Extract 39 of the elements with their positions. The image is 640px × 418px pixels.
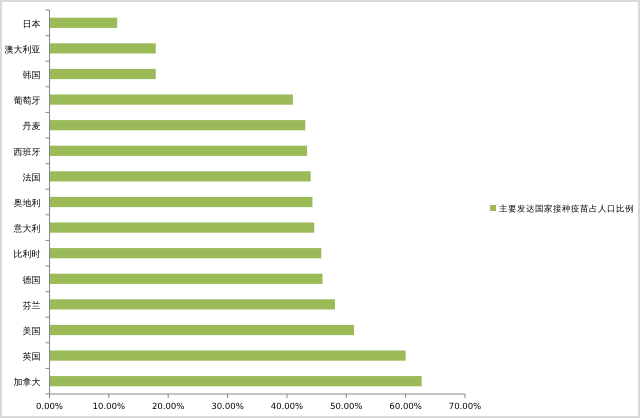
bar (50, 68, 156, 80)
bar (50, 43, 156, 54)
y-tick-label: 加拿大 (14, 377, 40, 388)
legend-label: 主要发达国家接种疫苗占人口比例 (499, 204, 634, 214)
bar (50, 248, 322, 258)
x-tick-label: 20.00% (152, 402, 184, 412)
y-tick-label: 美国 (22, 326, 40, 337)
y-tick-label: 法国 (22, 172, 40, 184)
x-tick-label: 10.00% (92, 402, 126, 412)
bar (50, 376, 422, 386)
y-tick-label: 丹麦 (22, 121, 40, 132)
y-tick-label: 奥地利 (14, 198, 40, 209)
y-tick-label: 澳大利亚 (4, 44, 40, 56)
y-tick-label: 意大利 (12, 224, 40, 235)
y-tick-label: 英国 (22, 352, 40, 363)
bar (50, 146, 308, 156)
x-tick-label: 0.00% (36, 402, 64, 412)
x-tick-label: 50.00% (330, 402, 362, 412)
x-tick-label: 30.00% (211, 402, 244, 412)
y-tick-label: 日本 (22, 18, 40, 30)
bar (50, 222, 314, 233)
bar (50, 350, 406, 361)
bar (50, 171, 311, 182)
bar (50, 299, 336, 310)
bar (50, 324, 354, 336)
y-tick-label: 比利时 (14, 249, 40, 260)
bar (50, 120, 306, 130)
bar (50, 94, 293, 105)
bar (50, 18, 118, 28)
x-tick-label: 40.00% (270, 402, 304, 412)
x-tick-label: 60.00% (389, 402, 422, 412)
x-tick-label: 70.00% (448, 402, 482, 412)
y-tick-label: 葡萄牙 (14, 96, 40, 107)
y-tick-label: 芬兰 (22, 300, 40, 312)
bar (50, 196, 312, 208)
y-tick-label: 韩国 (22, 70, 40, 81)
bar (50, 274, 323, 284)
y-tick-label: 德国 (22, 274, 40, 286)
y-tick-label: 西班牙 (14, 146, 40, 158)
